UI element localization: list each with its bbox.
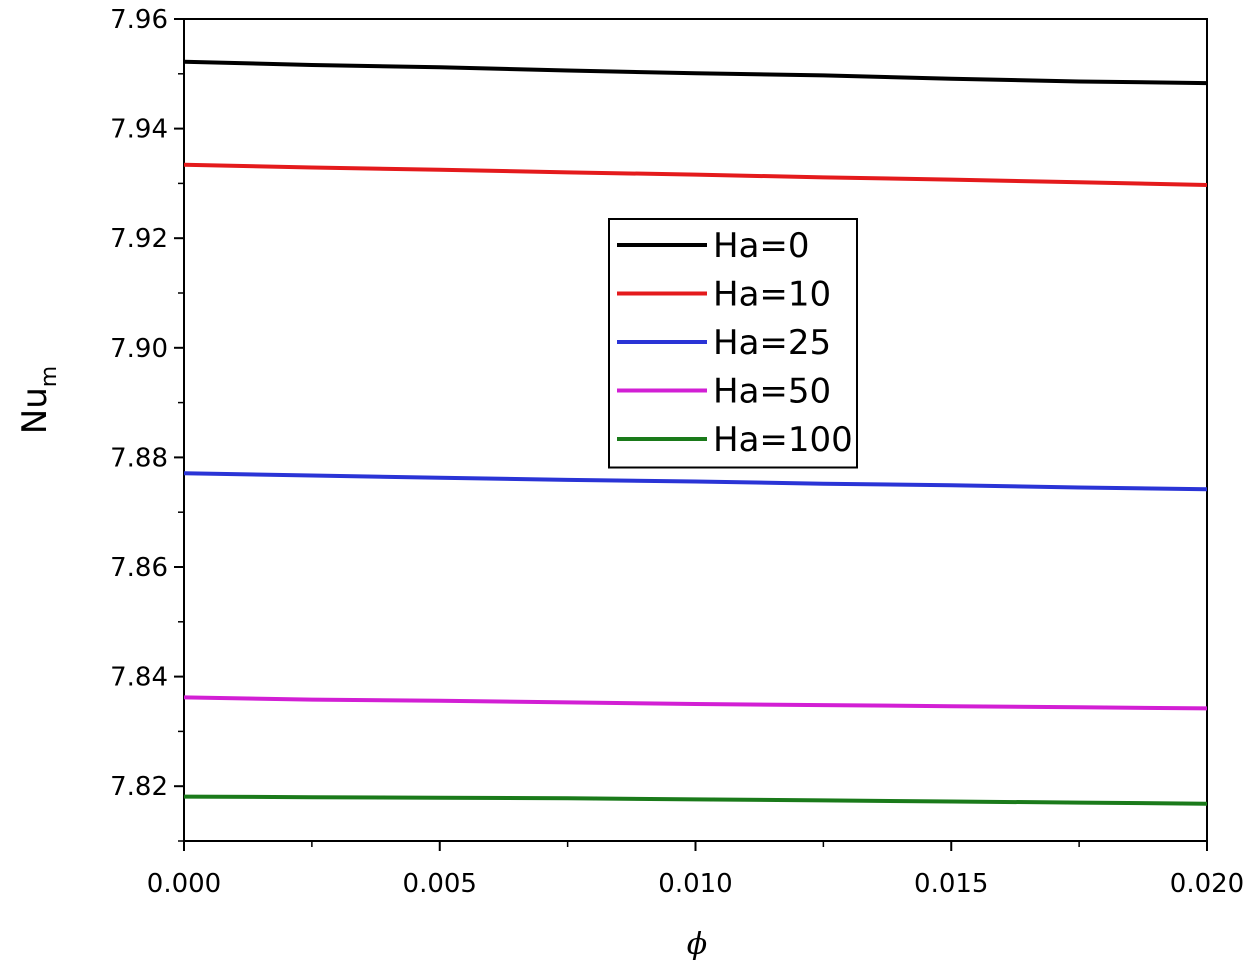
legend-label: Ha=10: [713, 275, 831, 315]
y-tick-label: 7.96: [110, 5, 168, 35]
y-axis-title-subscript: m: [37, 366, 62, 387]
y-tick-label: 7.88: [110, 443, 168, 473]
x-tick-label: 0.020: [1170, 869, 1244, 899]
legend-label: Ha=100: [713, 420, 853, 460]
y-tick-label: 7.94: [110, 115, 168, 145]
y-tick-label: 7.84: [110, 663, 168, 693]
series-line-ha-0: [183, 59, 1208, 86]
legend: Ha=0 Ha=10 Ha=25 Ha=50 Ha=100: [608, 218, 858, 469]
x-tick-label: 0.015: [914, 869, 988, 899]
y-axis-ticks: 7.82 7.84 7.86 7.88 7.90 7.92 7.94 7.96: [110, 5, 184, 842]
series-line-ha-10: [183, 162, 1208, 187]
y-axis-title: Num: [15, 366, 62, 434]
series-line-ha-25: [183, 471, 1208, 492]
legend-label: Ha=25: [713, 323, 831, 363]
series-lines: [183, 59, 1208, 806]
y-tick-label: 7.86: [110, 553, 168, 583]
y-axis-title-main: Nu: [15, 387, 55, 434]
series-line-ha-50: [183, 695, 1208, 711]
x-tick-label: 0.005: [403, 869, 477, 899]
x-tick-label: 0.000: [147, 869, 221, 899]
x-tick-label: 0.010: [658, 869, 732, 899]
series-line-ha-100: [183, 794, 1208, 806]
y-tick-label: 7.90: [110, 334, 168, 364]
legend-label: Ha=50: [713, 372, 831, 412]
legend-label: Ha=0: [713, 226, 810, 266]
x-axis-title: ϕ: [687, 927, 707, 962]
y-tick-label: 7.92: [110, 224, 168, 254]
x-axis-ticks: 0.000 0.005 0.010 0.015 0.020: [147, 841, 1244, 899]
y-tick-label: 7.82: [110, 772, 168, 802]
